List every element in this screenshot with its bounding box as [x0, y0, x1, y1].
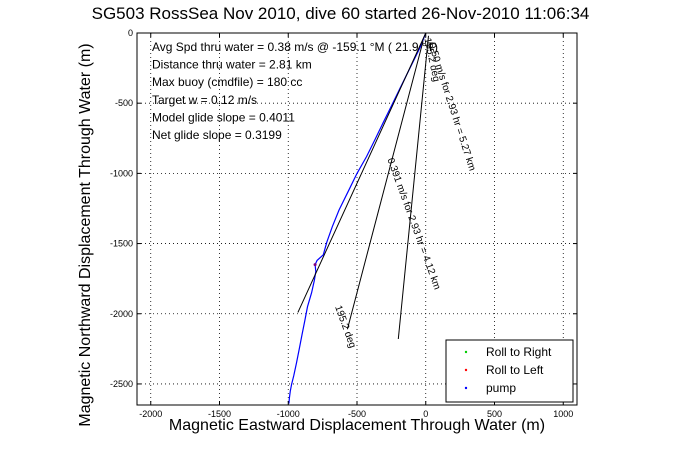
legend-label: Roll to Right — [486, 345, 552, 359]
y-axis-label: Magnetic Northward Displacement Through … — [77, 43, 94, 427]
turn-marker — [313, 263, 317, 267]
info-text-line: Target w = 0.12 m/s — [152, 93, 257, 107]
legend-marker — [464, 368, 468, 372]
y-tick-label: -2000 — [110, 309, 133, 319]
x-tick-label: 0 — [423, 409, 428, 419]
info-text-line: Avg Spd thru water = 0.38 m/s @ -159.1 °… — [152, 40, 438, 54]
legend-marker — [464, 386, 468, 390]
y-tick-label: -2500 — [110, 379, 133, 389]
series-line-track — [288, 32, 427, 404]
series-line-reference — [397, 35, 429, 340]
x-tick-label: -500 — [348, 409, 366, 419]
x-axis-label: Magnetic Eastward Displacement Through W… — [168, 417, 546, 434]
x-tick-label: 1000 — [553, 409, 573, 419]
info-text-line: Max buoy (cmdfile) = 180 cc — [152, 75, 302, 89]
x-tick-label: -1500 — [208, 409, 231, 419]
y-tick-label: 0 — [128, 28, 133, 38]
info-text-line: Distance thru water = 2.81 km — [152, 58, 312, 72]
legend-box — [445, 339, 574, 403]
info-text-line: Net glide slope = 0.3199 — [152, 128, 282, 142]
chart-title: SG503 RossSea Nov 2010, dive 60 started … — [91, 4, 590, 23]
y-tick-label: -500 — [115, 98, 133, 108]
x-tick-label: -2000 — [139, 409, 162, 419]
series-line-reference — [346, 41, 424, 330]
legend-label: pump — [486, 381, 516, 395]
legend-marker — [464, 350, 468, 354]
x-tick-label: -1000 — [277, 409, 300, 419]
series-line-reference — [297, 32, 427, 313]
x-tick-label: 500 — [487, 409, 502, 419]
y-tick-label: -1000 — [110, 168, 133, 178]
info-text-line: Model glide slope = 0.4011 — [152, 110, 295, 124]
legend-label: Roll to Left — [486, 363, 544, 377]
y-tick-label: -1500 — [110, 239, 133, 249]
